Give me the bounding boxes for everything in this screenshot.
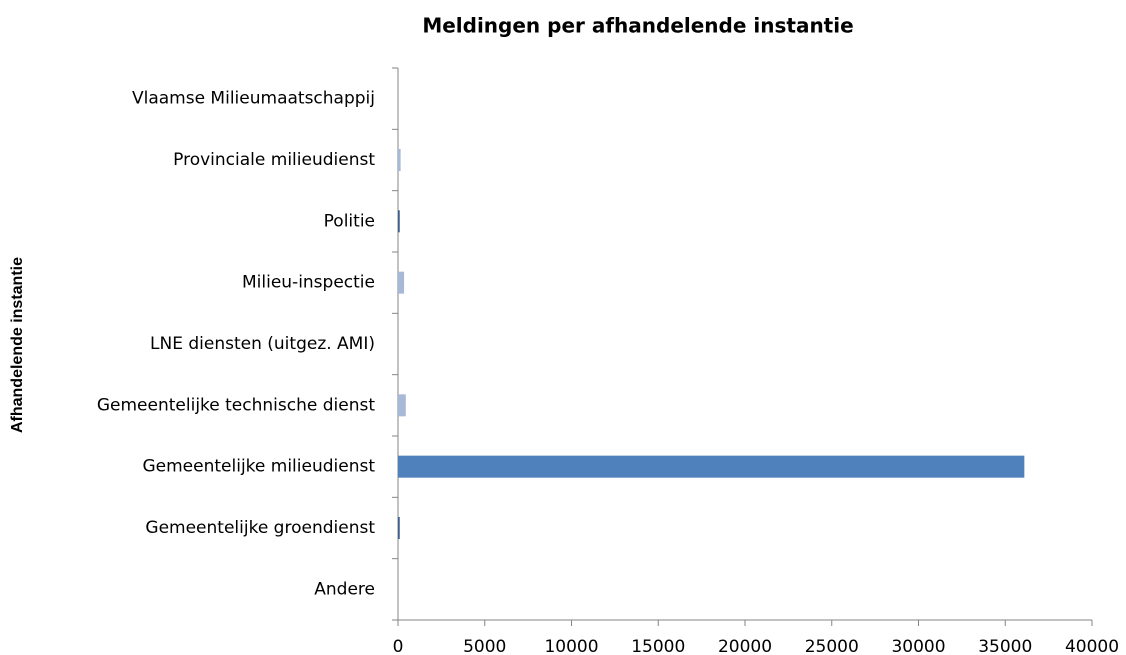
x-tick-label: 15000 — [631, 637, 685, 655]
y-axis-label: Afhandelende instantie — [9, 257, 26, 433]
x-tick-label: 10000 — [544, 637, 598, 655]
x-tick-label: 25000 — [805, 637, 859, 655]
y-tick-label: Gemeentelijke technische dienst — [97, 395, 375, 415]
y-tick-label: Andere — [314, 579, 375, 599]
chart-title: Meldingen per afhandelende instantie — [422, 14, 853, 38]
bar — [398, 455, 1025, 478]
x-tick-label: 40000 — [1065, 637, 1119, 655]
bar — [398, 394, 406, 417]
x-tick-label: 5000 — [463, 637, 506, 655]
x-tick-label: 35000 — [978, 637, 1032, 655]
y-tick-label: Gemeentelijke groendienst — [145, 518, 375, 538]
bar — [398, 149, 401, 171]
y-tick-label: Milieu-inspectie — [242, 273, 375, 293]
y-tick-label: LNE diensten (uitgez. AMI) — [150, 334, 375, 354]
bar — [398, 210, 400, 233]
y-tick-label: Politie — [324, 211, 375, 231]
y-tick-label: Vlaamse Milieumaatschappij — [132, 89, 375, 109]
x-tick-label: 0 — [393, 637, 404, 655]
x-tick-label: 20000 — [718, 637, 772, 655]
x-tick-label: 30000 — [891, 637, 945, 655]
bar — [398, 271, 405, 294]
y-tick-label: Gemeentelijke milieudienst — [142, 457, 375, 477]
y-tick-label: Provinciale milieudienst — [173, 150, 375, 170]
bar — [398, 517, 400, 539]
